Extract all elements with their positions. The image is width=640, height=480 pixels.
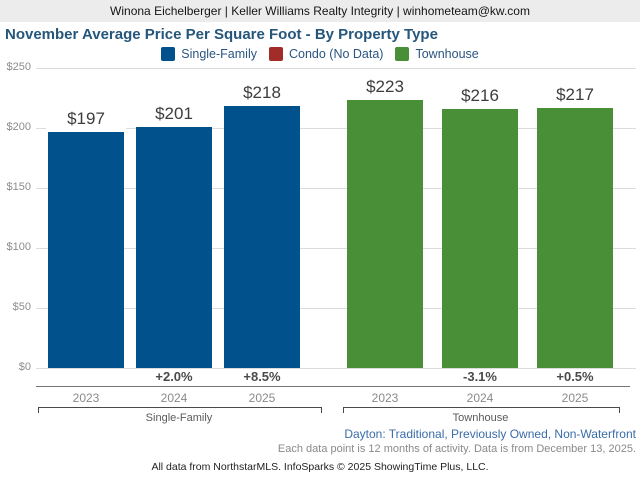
bar-value-label: $216 <box>440 85 520 106</box>
legend-item-label: Single-Family <box>181 47 257 61</box>
data-note: Each data point is 12 months of activity… <box>277 443 636 455</box>
legend-item-single-family[interactable]: Single-Family <box>161 47 257 61</box>
legend-swatch-icon <box>268 47 283 61</box>
bar-value-label: $201 <box>134 103 214 124</box>
agent-header-bar: Winona Eichelberger | Keller Williams Re… <box>0 0 640 22</box>
pct-change-label: -3.1% <box>463 369 497 384</box>
group-bracket <box>38 407 322 413</box>
pct-change-label: +0.5% <box>556 369 594 384</box>
group-bracket <box>343 407 620 413</box>
filter-summary-link[interactable]: Dayton: Traditional, Previously Owned, N… <box>344 427 636 441</box>
bar-value-label: $197 <box>46 108 126 129</box>
gridline <box>36 368 636 369</box>
y-axis-tick-label: $250 <box>6 61 31 73</box>
x-axis-year-label: 2025 <box>248 391 276 405</box>
y-axis-tick-label: $200 <box>6 121 31 133</box>
x-axis-year-label: 2023 <box>371 391 399 405</box>
x-axis-year-label: 2025 <box>561 391 589 405</box>
legend-item-label: Condo (No Data) <box>288 47 384 61</box>
bar-value-label: $218 <box>222 83 302 104</box>
chart-title: November Average Price Per Square Foot -… <box>5 26 438 43</box>
x-axis-year-label: 2024 <box>160 391 188 405</box>
bar-townhouse-2025[interactable] <box>537 107 613 368</box>
legend-item-label: Townhouse <box>415 47 479 61</box>
y-axis-tick-label: $100 <box>6 241 31 253</box>
x-axis-year-label: 2024 <box>466 391 494 405</box>
bar-single-family-2023[interactable] <box>48 131 124 368</box>
bar-townhouse-2024[interactable] <box>442 108 518 368</box>
gridline <box>36 128 636 129</box>
bar-single-family-2024[interactable] <box>136 126 212 368</box>
gridline <box>36 308 636 309</box>
x-axis-year-label: 2023 <box>72 391 100 405</box>
legend-swatch-icon <box>161 47 176 61</box>
legend-item-townhouse[interactable]: Townhouse <box>395 47 479 61</box>
bar-value-label: $223 <box>345 77 425 98</box>
pct-change-label: +8.5% <box>243 369 281 384</box>
bar-single-family-2025[interactable] <box>224 106 300 368</box>
bar-value-label: $217 <box>535 84 615 105</box>
bar-townhouse-2023[interactable] <box>347 100 423 368</box>
y-axis-tick-label: $150 <box>6 181 31 193</box>
gridline <box>36 188 636 189</box>
gridline <box>36 68 636 69</box>
gridline <box>36 248 636 249</box>
group-label: Townhouse <box>452 412 509 424</box>
legend-item-condo-no-data[interactable]: Condo (No Data) <box>268 47 384 61</box>
legend-swatch-icon <box>395 47 410 61</box>
x-axis-line <box>36 386 630 387</box>
chart-legend: Single-Family Condo (No Data) Townhouse <box>0 45 640 63</box>
group-label: Single-Family <box>145 412 213 424</box>
y-axis-tick-label: $0 <box>18 361 31 373</box>
pct-change-label: +2.0% <box>155 369 193 384</box>
agent-header-text: Winona Eichelberger | Keller Williams Re… <box>110 4 530 18</box>
attribution-text: All data from NorthstarMLS. InfoSparks ©… <box>151 461 489 473</box>
y-axis-tick-label: $50 <box>12 301 31 313</box>
